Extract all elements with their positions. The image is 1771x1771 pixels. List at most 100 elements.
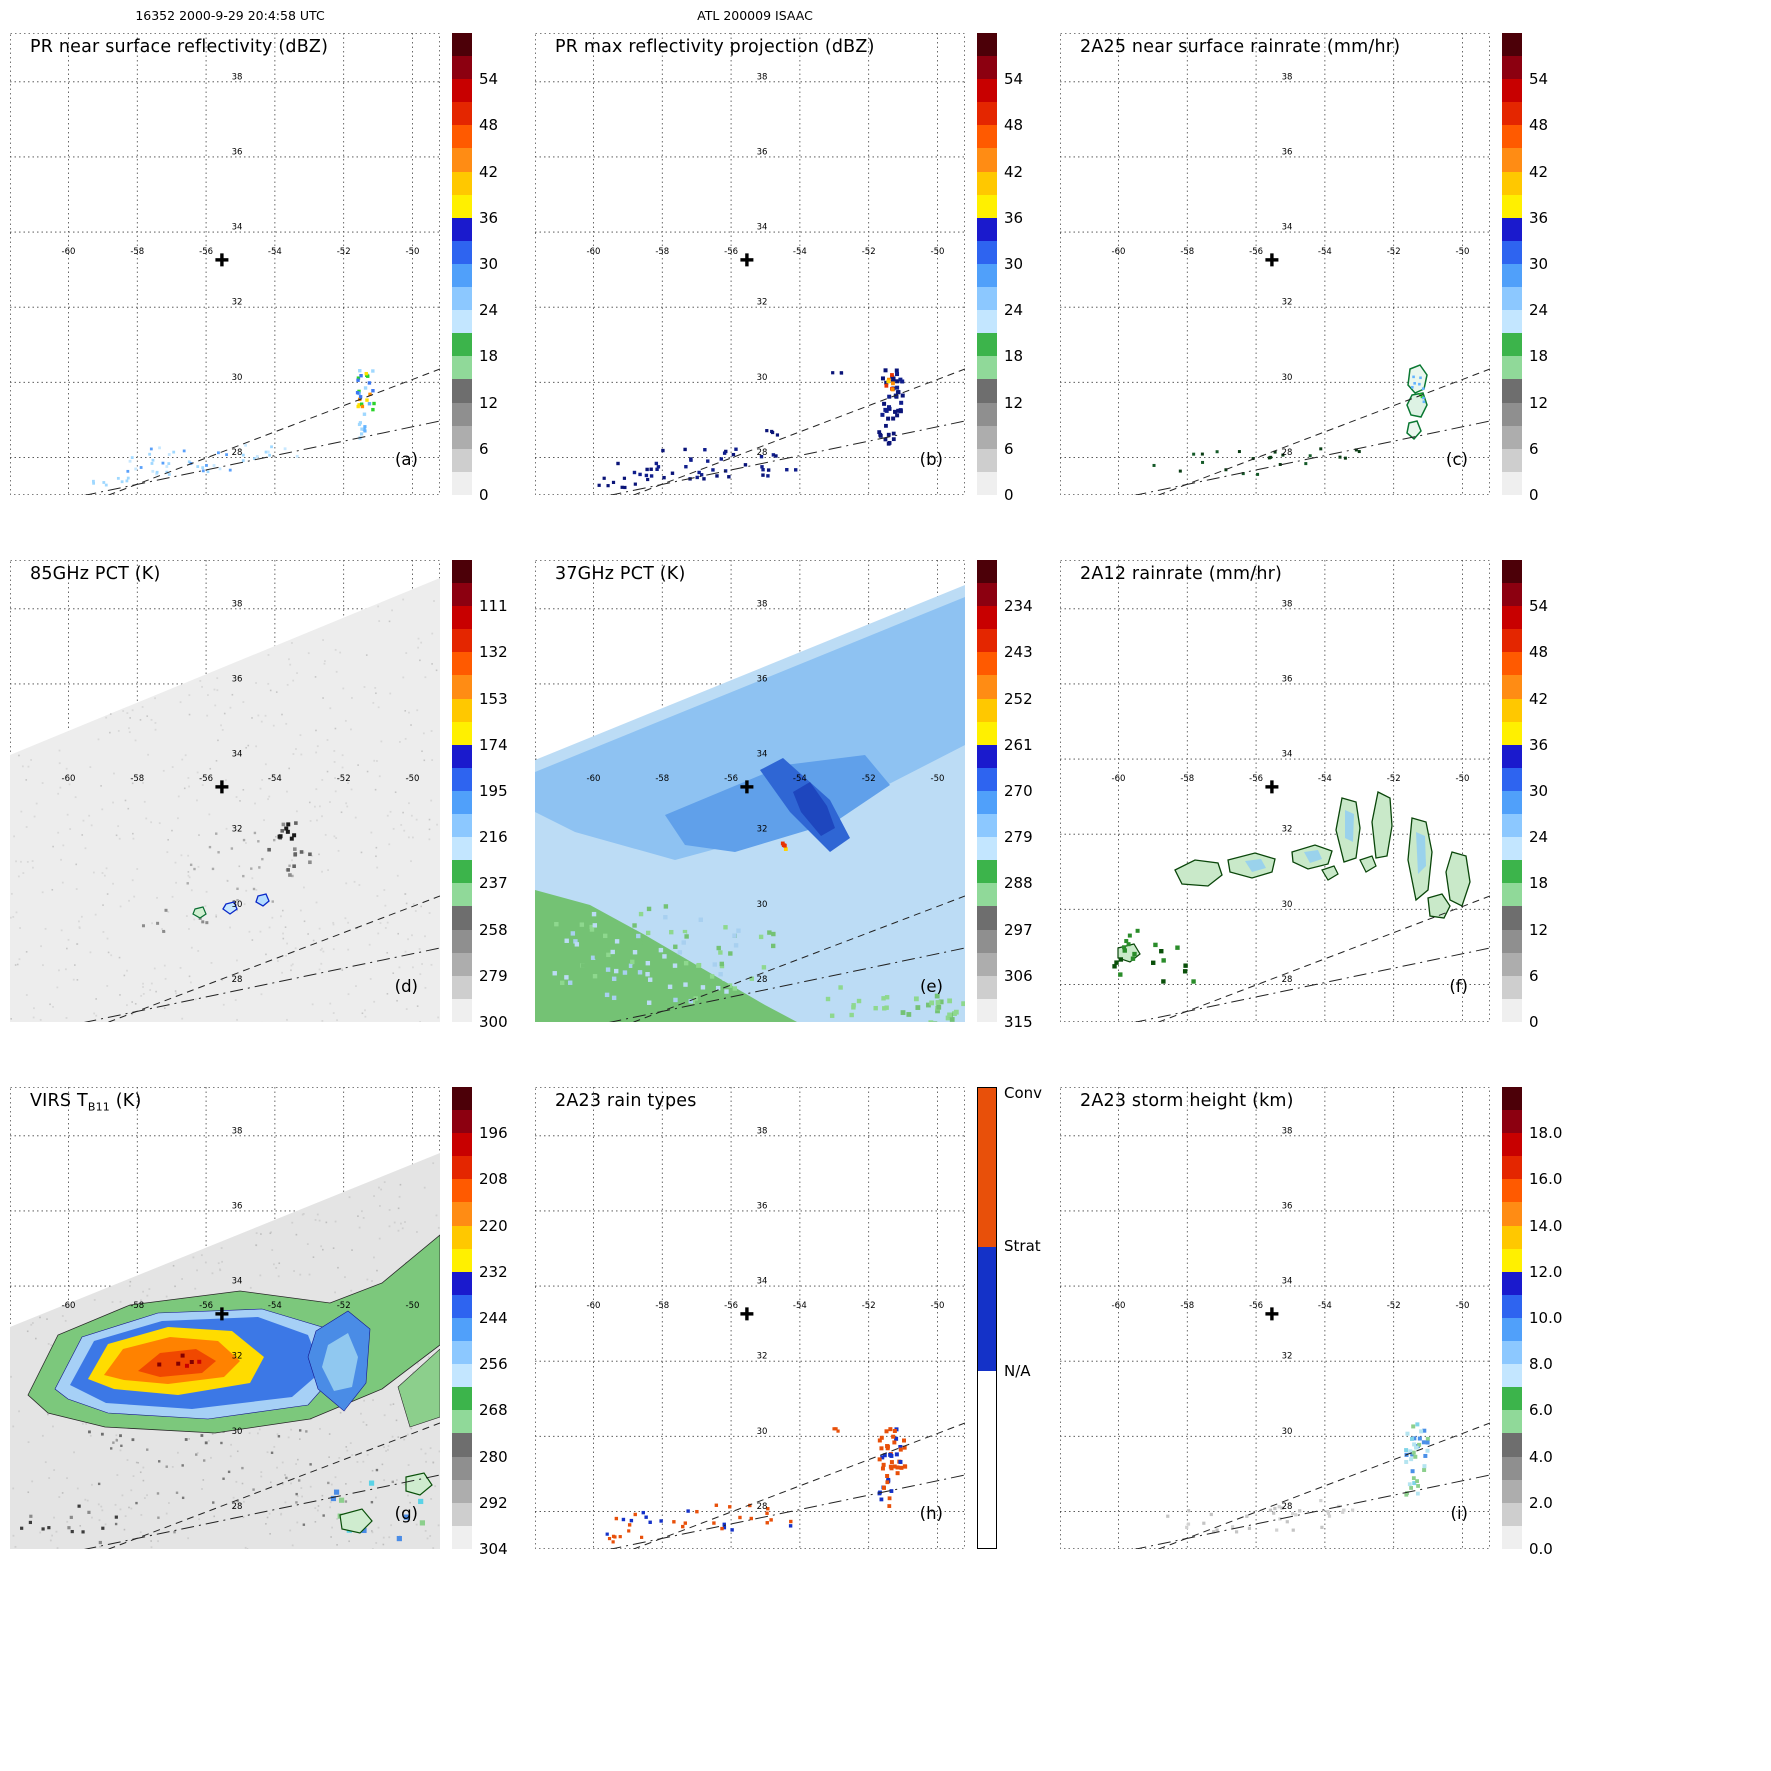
colorbar-segment xyxy=(452,1502,472,1526)
center-cross-icon xyxy=(1265,1307,1279,1321)
lon-tick-label: -58 xyxy=(130,247,144,257)
map-data-f xyxy=(1112,791,1471,984)
map-frame xyxy=(10,1087,440,1549)
colorbar-segment xyxy=(452,448,472,472)
lon-tick-label: -60 xyxy=(1112,1301,1126,1311)
map-data-g xyxy=(10,1153,440,1549)
colorbar-segment xyxy=(977,425,997,449)
panel-c: 2A25 near surface rainrate (mm/hr) -60 -58… xyxy=(1054,28,1579,555)
colorbar-label: 18 xyxy=(1529,347,1549,366)
colorbar-segment xyxy=(1502,1341,1522,1365)
colorbar-segment xyxy=(452,1525,472,1549)
map-overlay: -60 -58 -56 -54 -52 -50 38 36 34 32 30 28 (e) xyxy=(587,599,965,1022)
panel-title-i: 2A23 storm height (km) xyxy=(1080,1091,1294,1111)
colorbar-segment xyxy=(977,652,997,676)
colorbar-segment xyxy=(1502,425,1522,449)
lon-tick-label: -50 xyxy=(406,247,420,257)
lon-tick-label: -56 xyxy=(199,774,213,784)
colorbar-f xyxy=(1502,560,1522,1022)
panel-a: PR near surface reflectivity (dBZ) -60 -58… xyxy=(4,28,529,555)
lon-tick-label: -54 xyxy=(793,1301,807,1311)
colorbar-segment xyxy=(452,310,472,334)
colorbar-segment xyxy=(978,1088,996,1247)
lat-tick-label: 34 xyxy=(1282,223,1293,233)
swath-edge-line xyxy=(1157,368,1490,495)
lon-tick-label: -56 xyxy=(724,1301,738,1311)
map-data-b xyxy=(597,368,905,490)
colorbar-segment xyxy=(452,837,472,861)
lat-tick-label: 32 xyxy=(1282,1352,1293,1362)
lat-tick-label: 34 xyxy=(757,1277,768,1287)
lon-tick-label: -56 xyxy=(199,1301,213,1311)
colorbar-segment xyxy=(977,102,997,126)
colorbar-label: 48 xyxy=(1529,116,1549,135)
map-e: -60 -58 -56 -54 -52 -50 38 36 34 32 30 28 (e) xyxy=(535,560,965,1022)
colorbar-segment xyxy=(452,952,472,976)
lon-tick-label: -56 xyxy=(199,247,213,257)
lat-tick-label: 38 xyxy=(757,599,768,609)
colorbar-label: 24 xyxy=(479,301,499,320)
lat-tick-label: 30 xyxy=(1282,373,1293,383)
colorbar-segment xyxy=(452,767,472,791)
colorbar-label: 36 xyxy=(1529,735,1549,754)
lat-tick-label: 32 xyxy=(232,825,243,835)
colorbar-segment xyxy=(1502,1456,1522,1480)
colorbar-segment xyxy=(452,1294,472,1318)
lon-tick-label: -50 xyxy=(931,1301,945,1311)
swath-edge-line xyxy=(632,895,965,1022)
colorbar-segment xyxy=(1502,194,1522,218)
lat-tick-label: 28 xyxy=(1282,1502,1293,1512)
colorbar-label: 268 xyxy=(479,1401,508,1420)
colorbar-segment xyxy=(1502,448,1522,472)
colorbar-label: 42 xyxy=(1529,162,1549,181)
colorbar-segment xyxy=(452,125,472,149)
colorbar-label: 54 xyxy=(1529,70,1549,89)
colorbar-segment xyxy=(977,906,997,930)
colorbar-segment xyxy=(1502,1156,1522,1180)
colorbar-segment xyxy=(977,333,997,357)
colorbar-b xyxy=(977,33,997,495)
colorbar-segment xyxy=(452,1271,472,1295)
panel-d: 85GHz PCT (K) -60 -58 -56 -54 -52 -50 38 36 34 32 3… xyxy=(4,555,529,1082)
colorbar-label: 18 xyxy=(1529,874,1549,893)
colorbar-segment xyxy=(977,814,997,838)
lon-tick-label: -50 xyxy=(1456,1301,1470,1311)
panel-title-g: VIRS TB11 (K) xyxy=(30,1091,142,1114)
colorbar-segment xyxy=(977,606,997,630)
swath-edge-line xyxy=(609,947,965,1022)
lon-tick-label: -54 xyxy=(1318,247,1332,257)
colorbar-label: 0 xyxy=(1004,486,1014,504)
colorbar-segment xyxy=(1502,263,1522,288)
lon-tick-label: -56 xyxy=(1249,774,1263,784)
colorbar-label: 195 xyxy=(479,782,508,800)
lat-tick-label: 36 xyxy=(232,674,243,684)
colorbar-segment xyxy=(1502,240,1522,264)
panel-letter: (i) xyxy=(1451,1504,1468,1523)
colorbar-label: 111 xyxy=(479,597,508,616)
colorbar-segment xyxy=(978,1246,996,1371)
panel-title-a: PR near surface reflectivity (dBZ) xyxy=(30,37,329,57)
colorbar-label: 54 xyxy=(479,70,499,89)
colorbar-segment xyxy=(1502,883,1522,907)
lat-tick-label: 30 xyxy=(232,373,243,383)
center-cross-icon xyxy=(1265,253,1279,267)
lat-tick-label: 28 xyxy=(757,975,768,985)
map-i: -60 -58 -56 -54 -52 -50 38 36 34 32 30 28 (i) xyxy=(1060,1087,1490,1549)
colorbar-label: 24 xyxy=(1004,301,1024,320)
colorbar-segment xyxy=(1502,287,1522,311)
colorbar-segment xyxy=(1502,1248,1522,1272)
map-overlay: -60 -58 -56 -54 -52 -50 38 36 34 32 30 28 (b) xyxy=(587,72,965,495)
colorbar-segment xyxy=(1502,952,1522,976)
lat-tick-label: 38 xyxy=(757,1126,768,1136)
gridlines xyxy=(535,1087,965,1549)
colorbar-label: Conv xyxy=(1004,1083,1043,1102)
colorbar-label: 252 xyxy=(1004,689,1033,708)
colorbar-label: 54 xyxy=(1004,70,1024,89)
lat-tick-label: 30 xyxy=(757,1427,768,1437)
colorbar-label: 315 xyxy=(1004,1013,1033,1031)
colorbar-label: 279 xyxy=(479,966,508,985)
colorbar-segment xyxy=(452,1202,472,1226)
panel-f: 2A12 rainrate (mm/hr) -60 -58 -56 -54 -52 -50 3… xyxy=(1054,555,1579,1082)
lat-tick-label: 38 xyxy=(757,72,768,82)
